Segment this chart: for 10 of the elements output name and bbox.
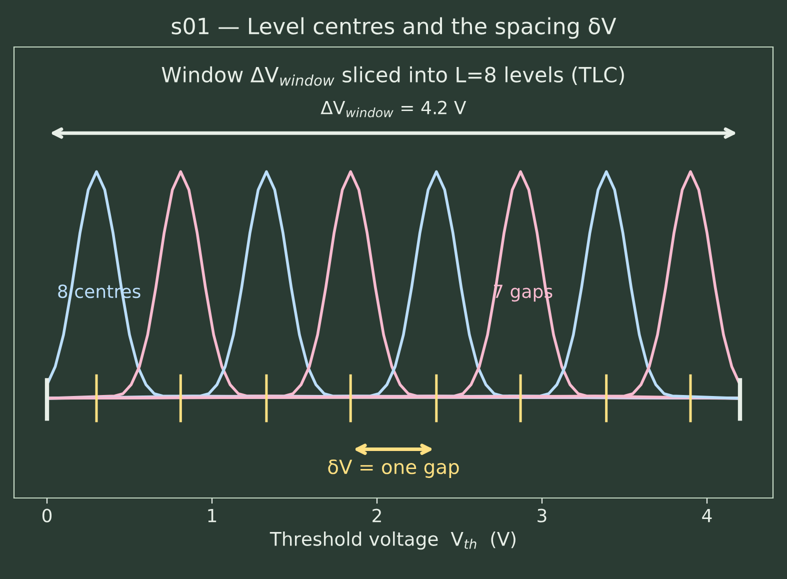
x-tick-label: 2 bbox=[372, 508, 381, 522]
chart-title: s01 — Level centres and the spacing δV bbox=[172, 17, 616, 39]
x-tick-label: 0 bbox=[42, 508, 52, 522]
x-tick-label: 4 bbox=[702, 508, 712, 522]
text: ΔV$_{window}$ = 4.2 V bbox=[320, 100, 466, 118]
x-tick-label: 3 bbox=[538, 508, 546, 522]
x-axis-title: Threshold voltage V$_{th}$ (V) bbox=[270, 531, 516, 550]
text: δV = one gap bbox=[328, 459, 459, 478]
chart-subtitle: Window ΔV$_{window}$ sliced into L=8 levels (TLC) bbox=[162, 66, 624, 86]
x-tick-label: 1 bbox=[208, 508, 216, 522]
